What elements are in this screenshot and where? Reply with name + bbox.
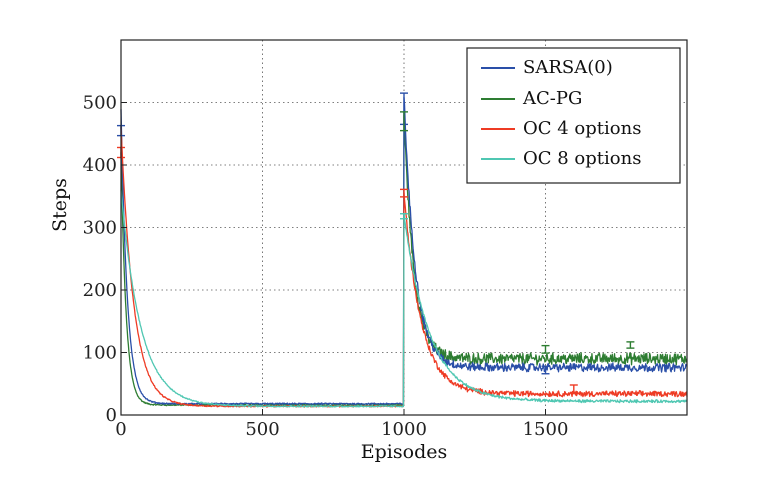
x-axis-label: Episodes bbox=[361, 441, 447, 463]
legend-item-oc8: OC 8 options bbox=[481, 148, 641, 169]
y-tick-label: 100 bbox=[83, 343, 117, 364]
legend-label-oc8: OC 8 options bbox=[523, 148, 641, 169]
y-axis-label: Steps bbox=[49, 178, 71, 232]
x-tick-label: 1000 bbox=[381, 419, 427, 440]
legend: SARSA(0) AC-PG OC 4 options OC 8 options bbox=[466, 47, 681, 184]
legend-box bbox=[466, 47, 681, 184]
legend-item-oc4: OC 4 options bbox=[481, 118, 641, 139]
legend-item-sarsa: SARSA(0) bbox=[481, 57, 613, 78]
y-tick-label: 200 bbox=[83, 280, 117, 301]
y-tick-label: 300 bbox=[83, 218, 117, 239]
x-tick-label: 1500 bbox=[523, 419, 569, 440]
y-tick-label: 500 bbox=[83, 93, 117, 114]
legend-label-acpg: AC-PG bbox=[522, 88, 582, 109]
x-axis-ticks: 0 500 1000 1500 bbox=[115, 409, 568, 440]
y-tick-label: 0 bbox=[106, 405, 117, 426]
y-tick-label: 400 bbox=[83, 155, 117, 176]
errorbars bbox=[117, 92, 635, 394]
legend-item-acpg: AC-PG bbox=[481, 88, 582, 109]
y-axis-ticks: 0 100 200 300 400 500 bbox=[83, 93, 127, 426]
legend-label-sarsa: SARSA(0) bbox=[523, 57, 613, 78]
x-tick-label: 0 bbox=[115, 419, 126, 440]
x-tick-label: 500 bbox=[245, 419, 279, 440]
legend-label-oc4: OC 4 options bbox=[523, 118, 641, 139]
